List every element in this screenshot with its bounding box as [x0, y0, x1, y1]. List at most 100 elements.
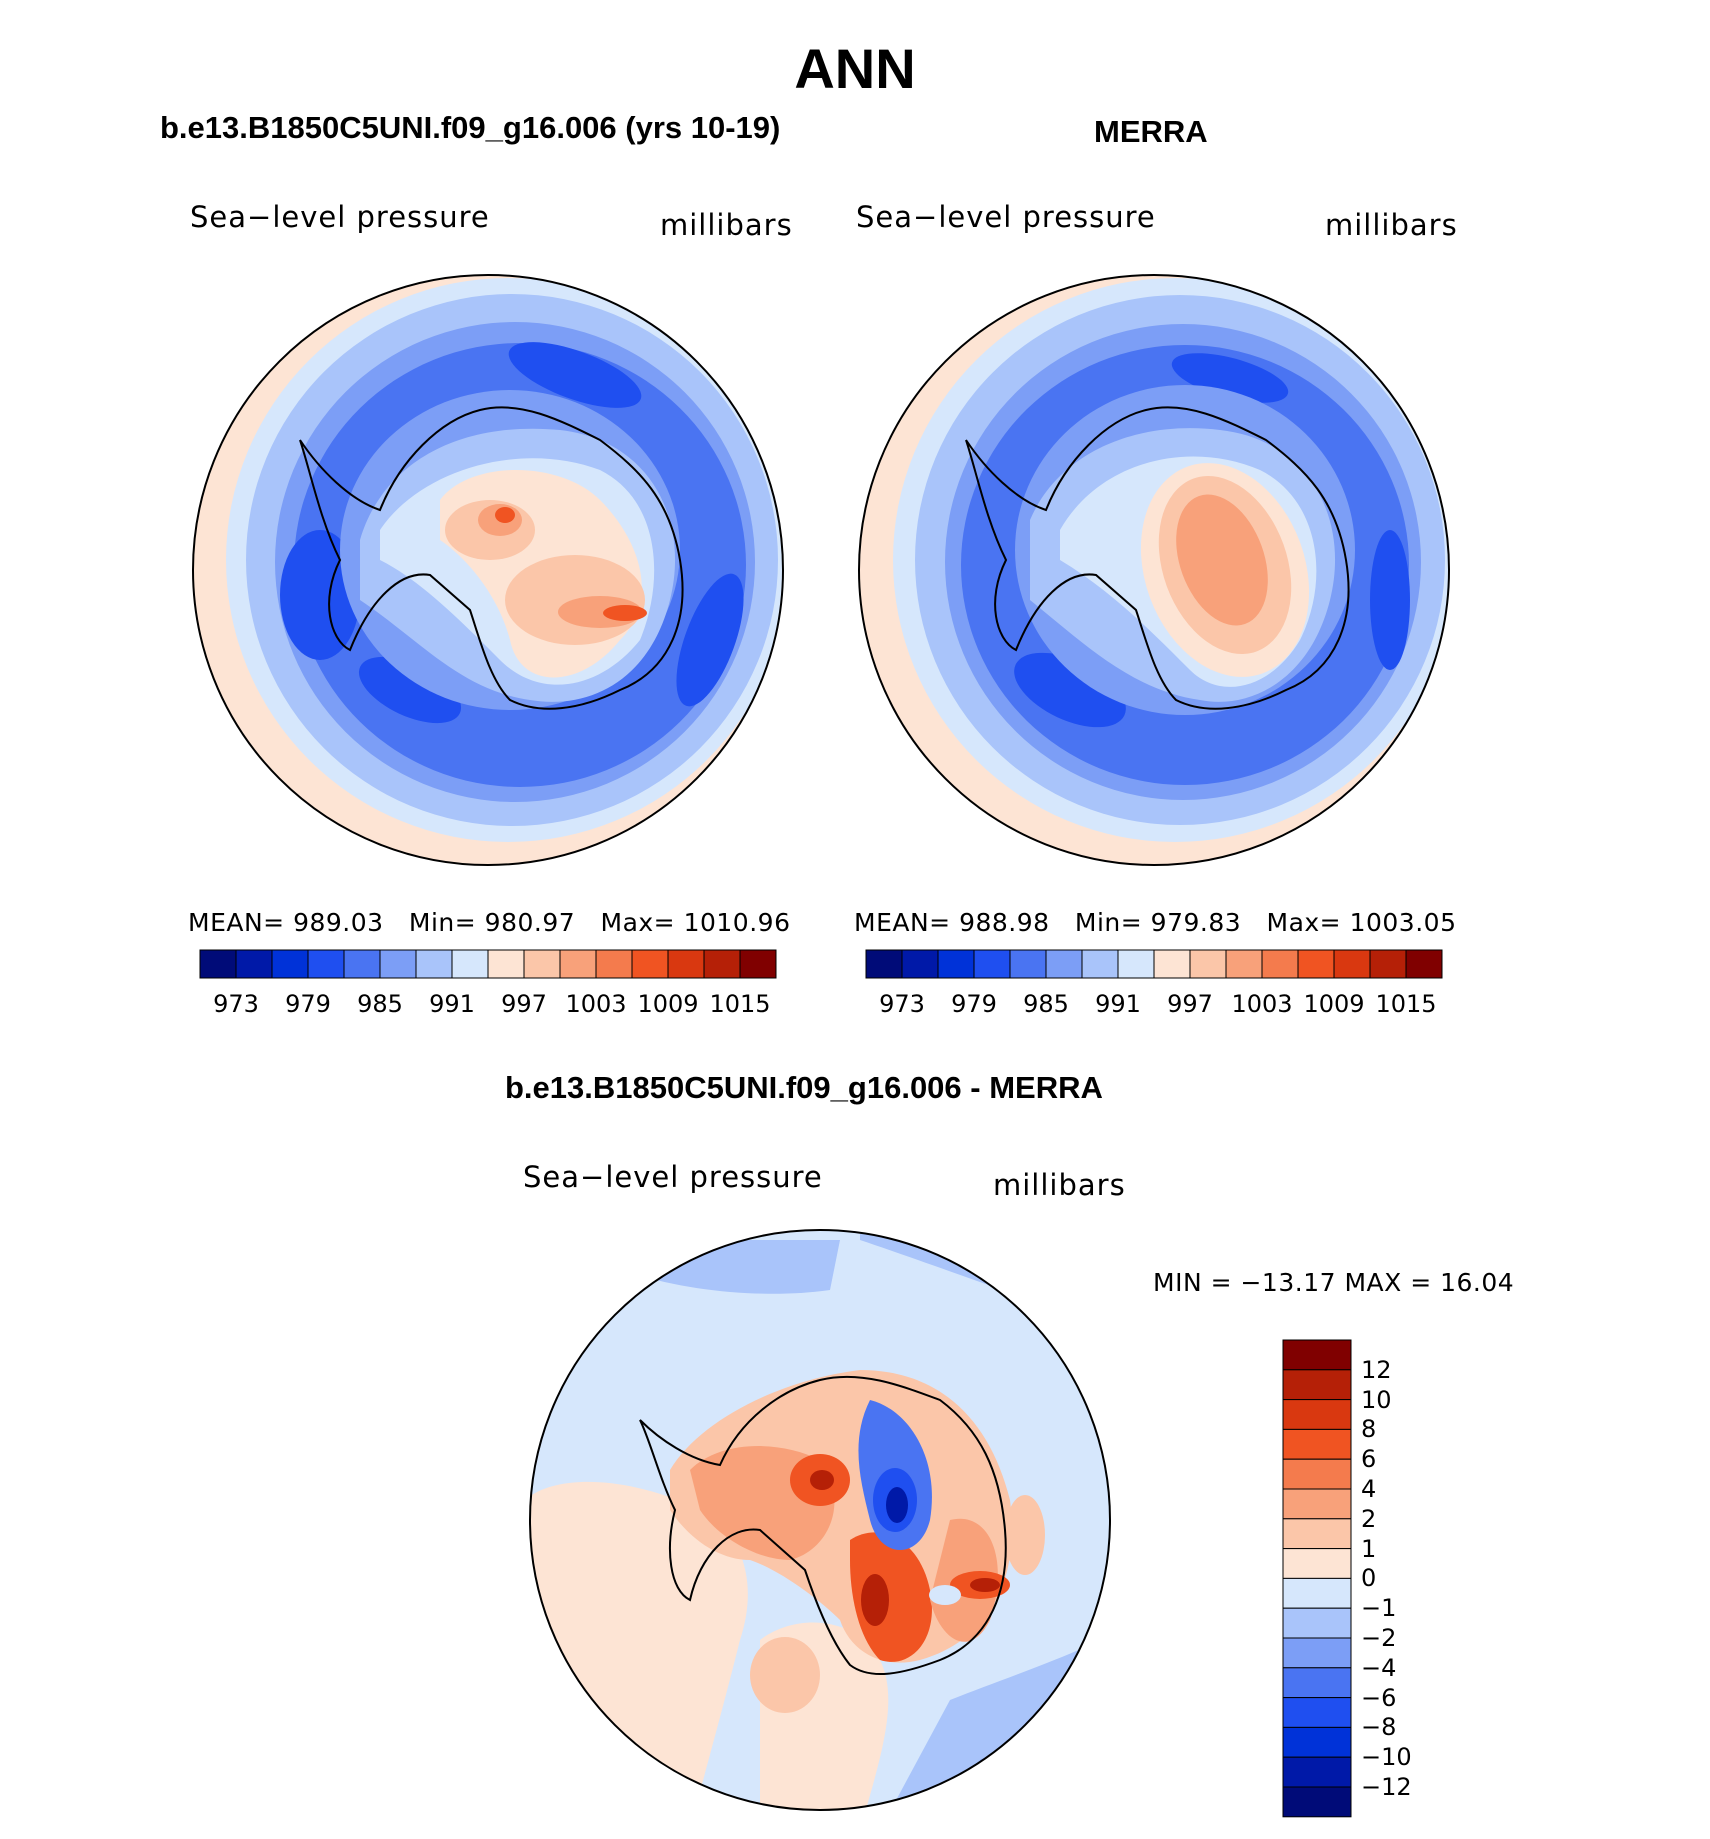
colorbar-swatch — [271, 949, 309, 979]
colorbar-swatch — [1282, 1428, 1352, 1460]
colorbar-tick-label: 6 — [1361, 1445, 1377, 1474]
colorbar-tick-label: 1009 — [637, 990, 699, 1018]
colorbar-tick-label: 1015 — [1375, 990, 1437, 1018]
obs-mean-value: 988.98 — [959, 908, 1050, 937]
colorbar-swatch — [1282, 1667, 1352, 1699]
diff-panel-title: b.e13.B1850C5UNI.f09_g16.006 - MERRA — [505, 1070, 1103, 1105]
model-panel-title: b.e13.B1850C5UNI.f09_g16.006 (yrs 10-19) — [160, 110, 781, 145]
obs-stats: MEAN= 988.98 Min= 979.83 Max= 1003.05 — [854, 908, 1456, 937]
colorbar-tick-label: 8 — [1361, 1415, 1377, 1444]
colorbar-swatch — [1369, 949, 1407, 979]
obs-mean-label: MEAN= — [854, 908, 951, 937]
colorbar-swatch — [523, 949, 561, 979]
colorbar-swatch — [307, 949, 345, 979]
colorbar-tick-label: −8 — [1361, 1713, 1397, 1742]
colorbar-tick-label: 1003 — [1231, 990, 1293, 1018]
diff-units-label: millibars — [993, 1168, 1126, 1202]
model-mean-label: MEAN= — [188, 908, 285, 937]
diff-colorbar — [1282, 1339, 1352, 1818]
colorbar-swatch — [1282, 1726, 1352, 1758]
colorbar-tick-label: −12 — [1361, 1773, 1412, 1801]
model-min-value: 980.97 — [484, 908, 576, 937]
model-max-value: 1010.96 — [683, 908, 791, 937]
colorbar-swatch — [1081, 949, 1119, 979]
colorbar-tick-label: 1003 — [565, 990, 627, 1018]
model-max-label: Max= — [600, 908, 676, 937]
obs-min-value: 979.83 — [1150, 908, 1242, 937]
colorbar-tick-label: 4 — [1361, 1475, 1377, 1503]
colorbar-tick-label: 991 — [429, 990, 475, 1018]
obs-max-value: 1003.05 — [1349, 908, 1457, 937]
colorbar-swatch — [559, 949, 597, 979]
colorbar-swatch — [739, 949, 777, 979]
colorbar-swatch — [1297, 949, 1335, 979]
obs-min-label: Min= — [1074, 908, 1143, 937]
model-units-label: millibars — [660, 208, 793, 242]
obs-panel-title: MERRA — [1094, 114, 1208, 149]
colorbar-swatch — [973, 949, 1011, 979]
colorbar-swatch — [1282, 1548, 1352, 1579]
colorbar-tick-label: −4 — [1361, 1653, 1397, 1682]
colorbar-swatch — [415, 949, 453, 979]
colorbar-tick-label: 979 — [951, 990, 997, 1018]
colorbar-tick-label: −10 — [1361, 1743, 1412, 1772]
colorbar-tick-label: 1015 — [709, 990, 771, 1018]
obs-units-label: millibars — [1325, 208, 1458, 242]
colorbar-swatch — [343, 949, 381, 979]
colorbar-tick-label: 973 — [879, 990, 925, 1018]
colorbar-swatch — [1282, 1637, 1352, 1669]
model-variable-label: Sea−level pressure — [190, 200, 490, 234]
colorbar-tick-label: 991 — [1095, 990, 1141, 1018]
colorbar-swatch — [1282, 1399, 1352, 1430]
colorbar-tick-label: 2 — [1361, 1504, 1377, 1533]
colorbar-swatch — [1225, 949, 1263, 979]
colorbar-swatch — [1282, 1756, 1352, 1788]
colorbar-swatch — [1282, 1369, 1352, 1401]
colorbar-swatch — [937, 949, 975, 979]
colorbar-tick-label: 10 — [1361, 1385, 1392, 1414]
model-mean-value: 989.03 — [293, 908, 384, 937]
diff-variable-label: Sea−level pressure — [523, 1160, 823, 1194]
colorbar-swatch — [1282, 1339, 1352, 1371]
colorbar-tick-label: −2 — [1361, 1624, 1397, 1652]
colorbar-swatch — [379, 949, 417, 979]
colorbar-tick-label: 985 — [1023, 990, 1069, 1018]
colorbar-tick-label: 12 — [1361, 1355, 1392, 1384]
colorbar-swatch — [1282, 1786, 1352, 1818]
colorbar-swatch — [1009, 949, 1047, 979]
colorbar-swatch — [1153, 949, 1191, 979]
obs-colorbar — [865, 949, 1443, 979]
model-colorbar — [199, 949, 777, 979]
diff-stats: MIN = −13.17 MAX = 16.04 — [1153, 1268, 1515, 1297]
colorbar-swatch — [1405, 949, 1443, 979]
colorbar-tick-label: 979 — [285, 990, 331, 1018]
figure-title: ANN — [794, 37, 916, 100]
colorbar-swatch — [901, 949, 939, 979]
colorbar-swatch — [1282, 1458, 1352, 1490]
colorbar-swatch — [1282, 1577, 1352, 1609]
colorbar-tick-label: 973 — [213, 990, 259, 1018]
model-min-label: Min= — [408, 908, 477, 937]
colorbar-swatch — [703, 949, 741, 979]
colorbar-tick-label: 985 — [357, 990, 403, 1018]
colorbar-swatch — [1045, 949, 1083, 979]
colorbar-swatch — [1282, 1697, 1352, 1728]
colorbar-tick-label: 997 — [1167, 990, 1213, 1018]
model-stats: MEAN= 989.03 Min= 980.97 Max= 1010.96 — [188, 908, 790, 937]
colorbar-swatch — [235, 949, 273, 979]
colorbar-tick-label: −1 — [1361, 1594, 1397, 1623]
colorbar-swatch — [631, 949, 669, 979]
colorbar-tick-label: 997 — [501, 990, 547, 1018]
colorbar-tick-label: 0 — [1361, 1564, 1377, 1593]
colorbar-swatch — [1282, 1607, 1352, 1639]
colorbar-tick-label: 1009 — [1303, 990, 1365, 1018]
colorbar-swatch — [667, 949, 705, 979]
colorbar-tick-label: 1 — [1361, 1534, 1377, 1563]
colorbar-swatch — [1189, 949, 1227, 979]
obs-max-label: Max= — [1266, 908, 1342, 937]
colorbar-swatch — [865, 949, 903, 979]
colorbar-swatch — [1333, 949, 1371, 979]
colorbar-swatch — [1282, 1488, 1352, 1520]
colorbar-swatch — [595, 949, 633, 979]
colorbar-tick-label: −6 — [1361, 1683, 1397, 1712]
